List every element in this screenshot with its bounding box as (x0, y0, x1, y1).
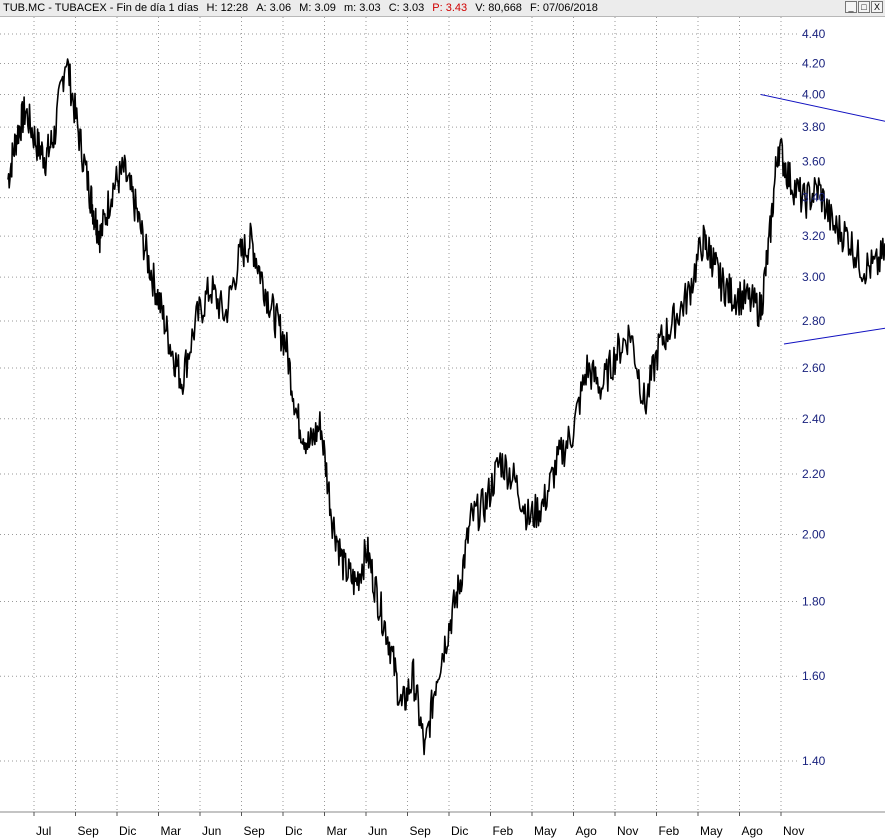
x-tick-label: Mar (161, 824, 182, 838)
x-tick-label: Feb (659, 824, 680, 838)
m-value: 3.09 (314, 2, 336, 14)
p-value: 3.43 (445, 2, 468, 14)
x-tick-label: Ago (742, 824, 764, 838)
trendline (783, 327, 885, 345)
c-value: 3.03 (402, 2, 425, 14)
x-tick-label: Mar (327, 824, 348, 838)
y-tick-label: 3.40 (802, 191, 826, 205)
y-tick-label: 4.20 (802, 57, 826, 71)
x-tick-label: May (700, 824, 723, 838)
x-tick-label: Jul (36, 824, 51, 838)
price-chart: 1.40 1.60 1.80 2.00 2.20 2.40 2.60 2.80 3.00 3.20… (0, 17, 885, 838)
y-tick-label: 2.80 (802, 314, 826, 328)
a-value: 3.06 (269, 2, 292, 14)
symbol: TUB.MC (3, 2, 46, 14)
x-tick-label: Ago (576, 824, 598, 838)
y-axis: 1.40 1.60 1.80 2.00 2.20 2.40 2.60 2.80 3.00 3.20… (802, 27, 826, 768)
y-tick-label: 2.40 (802, 412, 826, 426)
price-line (7, 58, 885, 756)
y-tick-label: 4.40 (802, 27, 826, 41)
x-tick-label: Dic (285, 824, 302, 838)
y-tick-label: 1.40 (802, 754, 826, 768)
x-tick-label: Sep (244, 824, 266, 838)
x-tick-label: Jun (368, 824, 387, 838)
x-tick-label: Sep (78, 824, 100, 838)
y-tick-label: 4.00 (802, 88, 826, 102)
y-tick-label: 1.60 (802, 669, 826, 683)
f-value: 07/06/2018 (542, 2, 598, 14)
y-tick-label: 3.60 (802, 154, 826, 168)
trendlines (760, 94, 885, 345)
y-tick-label: 2.00 (802, 528, 826, 542)
grid (0, 17, 797, 812)
instrument-name: TUBACEX (54, 2, 107, 14)
h-value: 12:28 (220, 2, 249, 14)
quote-summary: TUB.MC - TUBACEX - Fin de día 1 días H: … (3, 2, 598, 14)
trendline (760, 94, 885, 122)
chart-title-bar: TUB.MC - TUBACEX - Fin de día 1 días H: … (0, 0, 885, 17)
y-tick-label: 2.60 (802, 361, 826, 375)
close-button[interactable]: X (871, 1, 883, 13)
v-value: 80,668 (488, 2, 522, 14)
x-tick-label: Dic (119, 824, 136, 838)
x-tick-label: Feb (493, 824, 514, 838)
y-tick-label: 3.00 (802, 270, 826, 284)
x-tick-label: Nov (617, 824, 638, 838)
x-tick-label: May (534, 824, 557, 838)
x-tick-label: Jun (202, 824, 221, 838)
x-tick-label: Nov (783, 824, 804, 838)
x-tick-label: Sep (410, 824, 432, 838)
y-tick-label: 1.80 (802, 594, 826, 608)
x-tick-label: Dic (451, 824, 468, 838)
minimize-button[interactable]: _ (845, 1, 857, 13)
min-value: 3.03 (359, 2, 381, 14)
y-tick-label: 2.20 (802, 467, 826, 481)
maximize-button[interactable]: □ (858, 1, 870, 13)
price-series (7, 58, 885, 756)
window-controls: _ □ X (845, 1, 883, 13)
x-axis: Jul Sep Dic Mar Jun Sep Dic Mar Jun Sep Dic Feb May A… (0, 811, 885, 838)
period: Fin de día 1 días (116, 2, 199, 14)
y-tick-label: 3.80 (802, 120, 826, 134)
y-tick-label: 3.20 (802, 229, 826, 243)
